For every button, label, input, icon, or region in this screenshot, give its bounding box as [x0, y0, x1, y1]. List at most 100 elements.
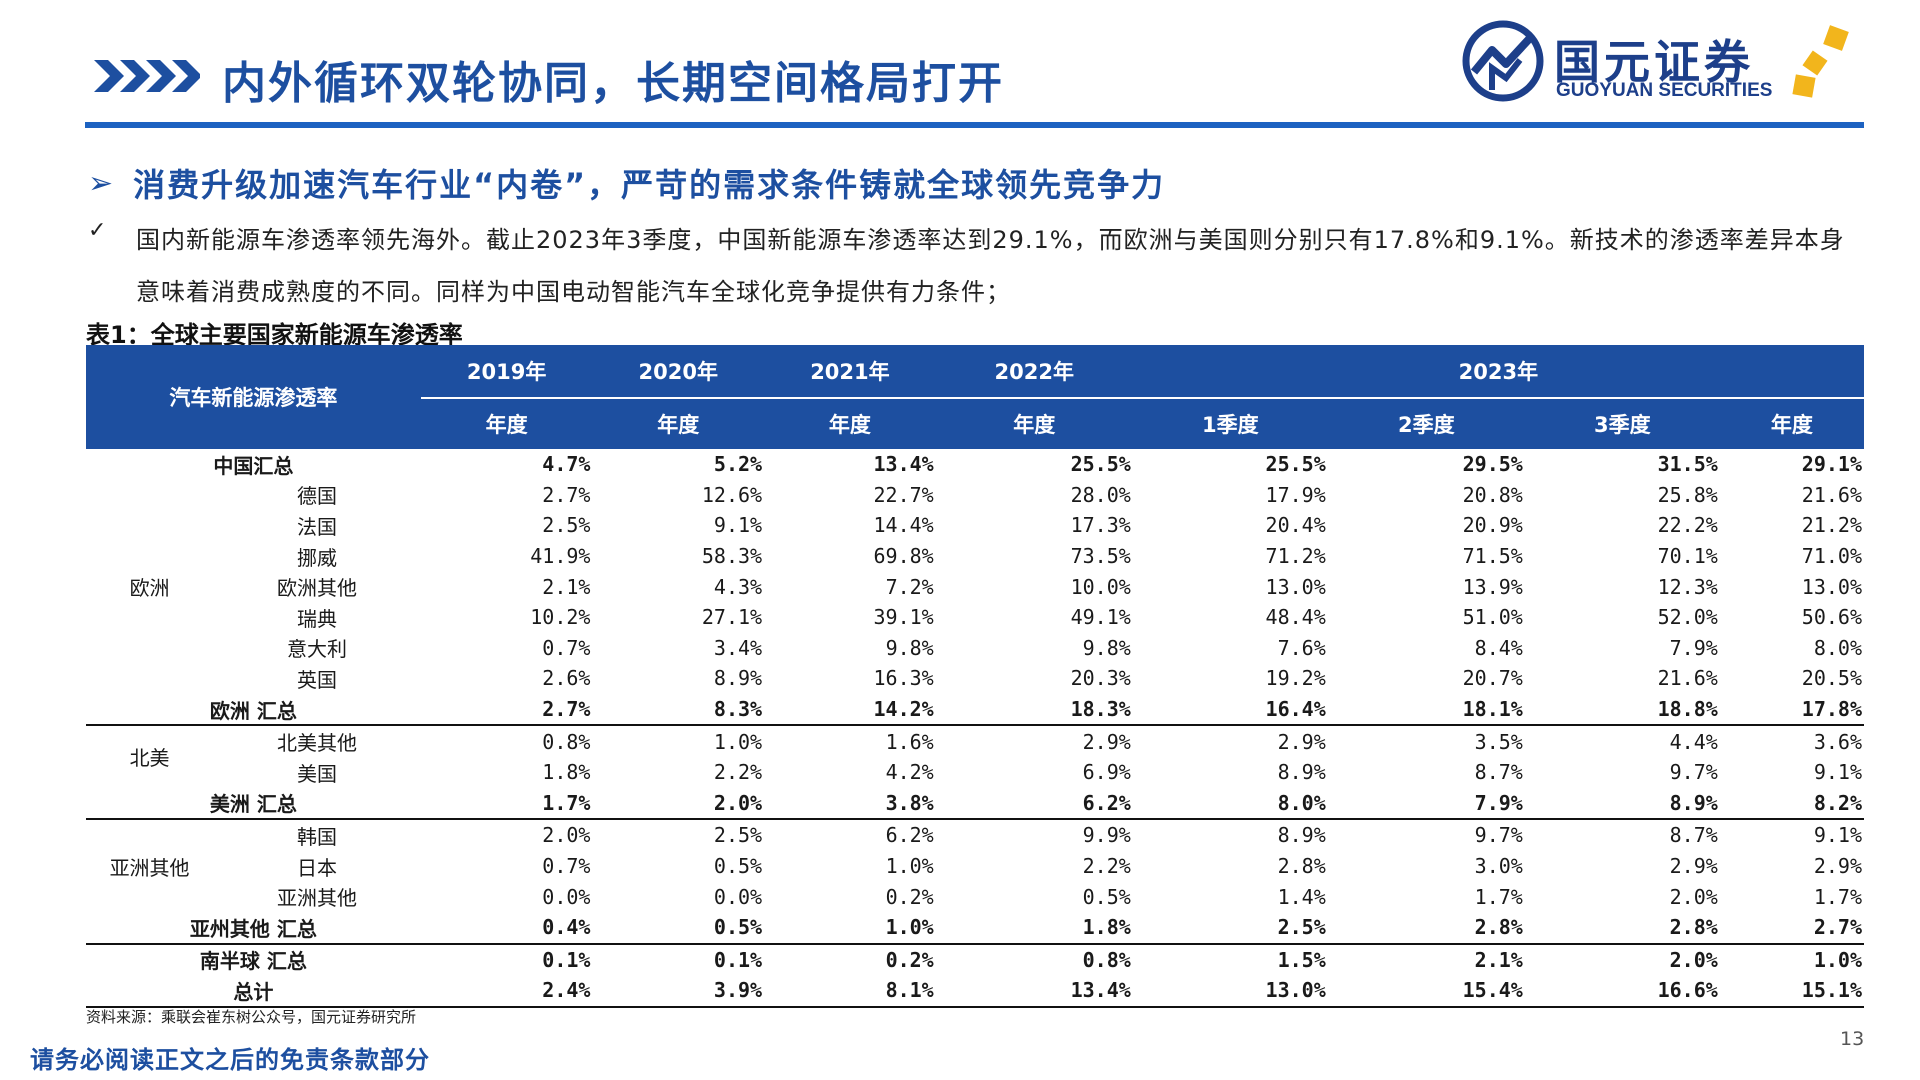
country-row: 瑞典 10.2% 27.1% 39.1% 49.1% 48.4% 51.0% 52.0% 50.…	[86, 602, 1864, 633]
value-cell: 22.2%	[1657, 513, 1718, 538]
value-cell: 6.2%	[935, 787, 1133, 821]
period-header: 1季度	[1132, 398, 1328, 449]
value-cell: 58.3%	[701, 544, 763, 569]
value-cell: 1.0%	[1813, 947, 1862, 972]
value-cell: 18.3%	[935, 693, 1133, 727]
company-logo: 国元证券 GUOYUAN SECURITIES	[1462, 18, 1862, 106]
nev-penetration-table: 汽车新能源渗透率 2019年 2020年 2021年 2022年 2023年 年…	[86, 345, 1864, 1008]
value-cell: 2.4%	[420, 975, 593, 1008]
value-cell: 0.8%	[542, 729, 591, 754]
value-cell: 0.7%	[542, 854, 591, 879]
table-header-periods: 年度 年度 年度 年度 1季度 2季度 3季度 年度	[86, 398, 1864, 449]
arrow-bullet-icon: ➢	[88, 165, 114, 201]
value-cell: 21.6%	[1801, 482, 1862, 507]
value-cell: 20.4%	[1265, 513, 1326, 538]
value-cell: 69.8%	[873, 544, 934, 569]
period-header: 3季度	[1524, 398, 1720, 449]
value-cell: 8.0%	[1132, 787, 1328, 821]
country-label: 韩国	[296, 824, 337, 849]
value-cell: 51.0%	[1462, 605, 1523, 630]
country-label: 日本	[296, 855, 337, 880]
value-cell: 2.8%	[1524, 911, 1720, 945]
value-cell: 20.5%	[1801, 666, 1862, 691]
country-row: 挪威 41.9% 58.3% 69.8% 73.5% 71.2% 71.5% 70.1% 71.…	[86, 541, 1864, 572]
value-cell: 52.0%	[1657, 605, 1718, 630]
value-cell: 0.4%	[420, 911, 593, 945]
value-cell: 71.5%	[1462, 544, 1523, 569]
value-cell: 4.7%	[542, 452, 591, 477]
total-label: 欧洲 汇总	[86, 693, 421, 727]
value-cell: 0.5%	[592, 911, 765, 945]
value-cell: 2.5%	[542, 513, 591, 538]
value-cell: 2.0%	[1669, 947, 1718, 972]
value-cell: 2.6%	[542, 666, 591, 691]
value-cell: 22.7%	[873, 482, 934, 507]
total-row: 总计 2.4% 3.9% 8.1% 13.4% 13.0% 15.4% 16.6% 15.1%	[86, 975, 1864, 1008]
value-cell: 48.4%	[1265, 605, 1326, 630]
value-cell: 8.9%	[1277, 760, 1326, 785]
value-cell: 13.0%	[1132, 975, 1328, 1008]
total-label: 美洲 汇总	[86, 787, 421, 821]
value-cell: 41.9%	[530, 544, 591, 569]
value-cell: 9.8%	[1082, 635, 1131, 660]
value-cell: 20.8%	[1462, 482, 1523, 507]
value-cell: 8.9%	[713, 666, 763, 691]
year-header: 2022年	[935, 345, 1133, 399]
value-cell: 8.9%	[1524, 787, 1720, 821]
value-cell: 1.0%	[713, 729, 763, 754]
value-cell: 8.7%	[1474, 760, 1523, 785]
bullet-text: 国内新能源车渗透率领先海外。截止2023年3季度，中国新能源车渗透率达到29.1…	[136, 226, 1845, 306]
value-cell: 3.0%	[1474, 854, 1523, 879]
logo-chinese-name: 国元证券	[1554, 35, 1754, 89]
value-cell: 8.7%	[1669, 823, 1718, 848]
table-title: 表1：全球主要国家新能源车渗透率	[86, 321, 463, 349]
value-cell: 10.2%	[530, 605, 591, 630]
value-cell: 2.7%	[1719, 911, 1864, 945]
value-cell: 20.7%	[1462, 666, 1523, 691]
value-cell: 15.1%	[1719, 975, 1864, 1008]
value-cell: 19.2%	[1265, 666, 1326, 691]
value-cell: 15.4%	[1327, 975, 1525, 1008]
value-cell: 9.7%	[1474, 823, 1523, 848]
value-cell: 2.0%	[1669, 884, 1718, 909]
value-cell: 0.2%	[885, 884, 934, 909]
value-cell: 3.8%	[764, 787, 936, 821]
value-cell: 8.9%	[1277, 823, 1326, 848]
period-header: 2季度	[1327, 398, 1525, 449]
value-cell: 25.5%	[1265, 452, 1326, 477]
title-chevrons-icon	[94, 60, 200, 92]
page-number: 13	[1840, 1028, 1865, 1050]
country-label: 北美其他	[276, 731, 357, 756]
value-cell: 8.3%	[592, 693, 765, 727]
value-cell: 2.1%	[542, 574, 591, 599]
logo-decoration-icon	[1792, 25, 1849, 98]
value-cell: 1.0%	[885, 854, 934, 879]
value-cell: 3.6%	[1813, 729, 1862, 754]
value-cell: 29.1%	[1801, 452, 1862, 477]
disclaimer-text: 请务必阅读正文之后的免责条款部分	[30, 1046, 430, 1074]
country-row: 美国 1.8% 2.2% 4.2% 6.9% 8.9% 8.7% 9.7% 9.1%	[86, 757, 1864, 788]
value-cell: 2.1%	[1474, 947, 1523, 972]
total-row: 欧洲 汇总 2.7% 8.3% 14.2% 18.3% 16.4% 18.1% 18.8% 17…	[86, 693, 1864, 727]
value-cell: 13.0%	[1801, 574, 1862, 599]
value-cell: 0.5%	[713, 854, 763, 879]
logo-english-name: GUOYUAN SECURITIES	[1556, 80, 1773, 101]
value-cell: 1.6%	[885, 729, 934, 754]
value-cell: 0.8%	[1082, 947, 1131, 972]
value-cell: 8.2%	[1719, 787, 1864, 821]
table-label-header: 汽车新能源渗透率	[86, 345, 421, 449]
country-row: 北美 北美其他 0.8% 1.0% 1.6% 2.9% 2.9% 3.5% 4.4% 3.6%	[86, 725, 1864, 771]
year-header: 2019年	[420, 345, 593, 399]
country-label: 意大利	[286, 637, 347, 662]
value-cell: 13.4%	[935, 975, 1133, 1008]
value-cell: 0.1%	[542, 947, 591, 972]
value-cell: 2.0%	[592, 787, 765, 821]
value-cell: 17.8%	[1719, 693, 1864, 727]
period-header: 年度	[592, 398, 765, 449]
value-cell: 27.1%	[701, 605, 763, 630]
value-cell: 3.4%	[713, 635, 763, 660]
value-cell: 1.4%	[1277, 884, 1326, 909]
period-header: 年度	[420, 398, 593, 449]
value-cell: 18.1%	[1327, 693, 1525, 727]
total-row: 南半球 汇总 0.1% 0.1% 0.2% 0.8% 1.5% 2.1% 2.0% 1.0%	[86, 944, 1864, 976]
